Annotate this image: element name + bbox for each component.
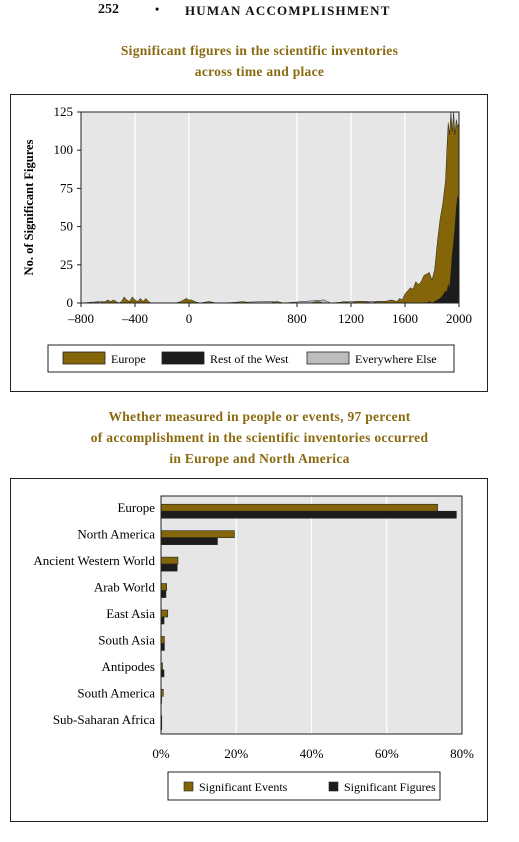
plot-area	[81, 112, 459, 303]
category-label: North America	[77, 527, 155, 542]
bar-significant-figures	[160, 643, 165, 651]
legend-label: Everywhere Else	[355, 352, 437, 366]
series-area-rest-of-the-west	[81, 195, 460, 304]
category-label: Ancient Western World	[33, 553, 155, 568]
x-tick-label: 800	[287, 311, 307, 326]
page-number: 252	[98, 2, 119, 17]
category-label: Arab World	[94, 580, 156, 595]
header-bullet: •	[155, 2, 160, 16]
legend-swatch	[161, 351, 205, 365]
x-tick-label: 1200	[338, 311, 364, 326]
bar-significant-events	[160, 503, 438, 512]
x-tick-label: 80%	[450, 746, 474, 761]
category-label: South America	[77, 685, 155, 700]
series-area-europe	[81, 111, 460, 304]
chart1-title-line: Significant figures in the scientific in…	[120, 43, 399, 58]
bar-significant-events	[160, 556, 179, 565]
x-tick-label: 20%	[224, 746, 248, 761]
chart1-title-line: across time and place	[194, 64, 325, 79]
bar-significant-figures	[160, 510, 457, 519]
legend-label: Significant Events	[199, 780, 288, 794]
y-tick-label: 75	[60, 180, 73, 195]
legend-swatch	[306, 351, 350, 365]
x-tick-label: 0%	[152, 746, 170, 761]
legend-label: Rest of the West	[210, 352, 289, 366]
legend-swatch	[183, 781, 194, 792]
chart1-title: Significant figures in the scientific in…	[0, 40, 519, 82]
legend-box	[47, 344, 455, 373]
category-label: Antipodes	[102, 659, 155, 674]
running-header: 252 • HUMAN ACCOMPLISHMENT	[0, 2, 519, 20]
plot-border	[160, 495, 463, 735]
y-tick-label: 25	[60, 257, 73, 272]
chart2-title-line: of accomplishment in the scientific inve…	[90, 430, 429, 445]
bar-significant-figures	[160, 537, 218, 545]
y-tick-label: 50	[60, 219, 73, 234]
x-tick-label: 60%	[375, 746, 399, 761]
legend-box	[167, 771, 441, 801]
y-tick-label: 100	[54, 142, 74, 157]
legend-label: Significant Figures	[344, 780, 436, 794]
x-tick-label: 0	[186, 311, 193, 326]
bar-significant-events	[160, 530, 235, 538]
legend-swatch	[328, 781, 339, 792]
y-tick-label: 125	[54, 104, 74, 119]
running-title: HUMAN ACCOMPLISHMENT	[185, 3, 391, 18]
chart2-title: Whether measured in people or events, 97…	[0, 406, 519, 469]
bar-significant-figures	[160, 563, 178, 572]
x-tick-label: 2000	[446, 311, 472, 326]
category-label: Europe	[117, 500, 155, 515]
chart2-title-line: Whether measured in people or events, 97…	[108, 409, 411, 424]
category-label: Sub-Saharan Africa	[53, 712, 155, 727]
bar-significant-events	[160, 609, 169, 618]
bar-significant-events	[160, 636, 165, 644]
category-label: East Asia	[106, 606, 155, 621]
x-tick-label: –800	[67, 311, 94, 326]
bar-significant-figures	[160, 590, 167, 598]
legend-swatch	[62, 351, 106, 365]
chart2-title-line: in Europe and North America	[169, 451, 350, 466]
bar-significant-events	[160, 583, 167, 591]
x-tick-label: –400	[121, 311, 148, 326]
plot-border	[80, 111, 460, 304]
x-tick-label: 1600	[392, 311, 418, 326]
y-axis-label: No. of Significant Figures	[22, 139, 36, 275]
category-label: South Asia	[98, 632, 155, 647]
y-tick-label: 0	[67, 295, 74, 310]
x-tick-label: 40%	[300, 746, 324, 761]
legend-label: Europe	[111, 352, 146, 366]
